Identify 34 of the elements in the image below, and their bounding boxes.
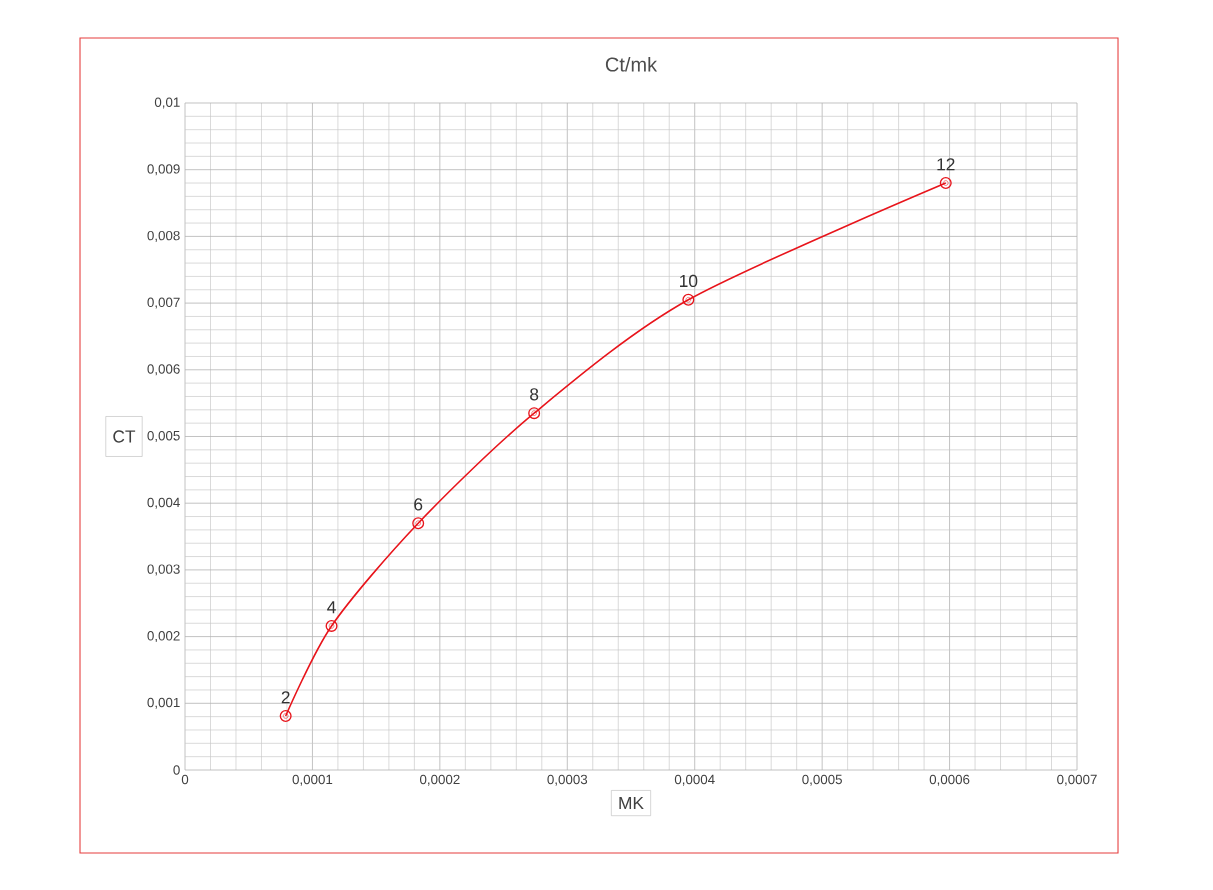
x-tick-label: 0,0007 [1057,774,1097,786]
y-tick-label: 0,002 [147,631,180,643]
x-tick-label: 0,0006 [929,774,970,786]
y-tick-label: 0,001 [147,697,180,709]
annotation: 8 [530,388,539,401]
y-tick-label: 0,005 [147,431,180,443]
point [279,709,292,722]
annotation: 2 [281,691,290,704]
point [325,619,338,632]
x-tick-label: 0,0003 [547,774,588,786]
annotation: 12 [937,158,955,171]
point [528,407,541,420]
point [412,517,425,530]
y-tick-label: 0,007 [147,297,180,309]
x-tick-label: 0,0001 [292,774,333,786]
annotation: 6 [414,498,423,511]
y-tick-label: 0,009 [147,164,180,176]
annotation: 4 [327,601,336,614]
chart-title: Ct/mk [605,56,658,72]
x-tick-label: 0,0005 [802,774,842,786]
point [682,293,695,306]
x-tick-label: 0,0002 [419,774,460,786]
point [939,177,952,190]
y-axis-title: CT [113,430,136,443]
y-tick-label: 0,004 [147,497,180,509]
y-tick-label: 0,01 [154,97,180,109]
x-tick-label: 0,0004 [674,774,715,786]
x-tick-label: 0 [181,774,189,785]
y-tick-label: 0 [173,765,180,775]
x-axis-title: MK [619,797,644,810]
annotation: 10 [680,274,698,288]
y-tick-label: 0,008 [147,230,180,242]
y-tick-label: 0,003 [147,564,180,576]
y-tick-label: 0,006 [147,364,180,376]
